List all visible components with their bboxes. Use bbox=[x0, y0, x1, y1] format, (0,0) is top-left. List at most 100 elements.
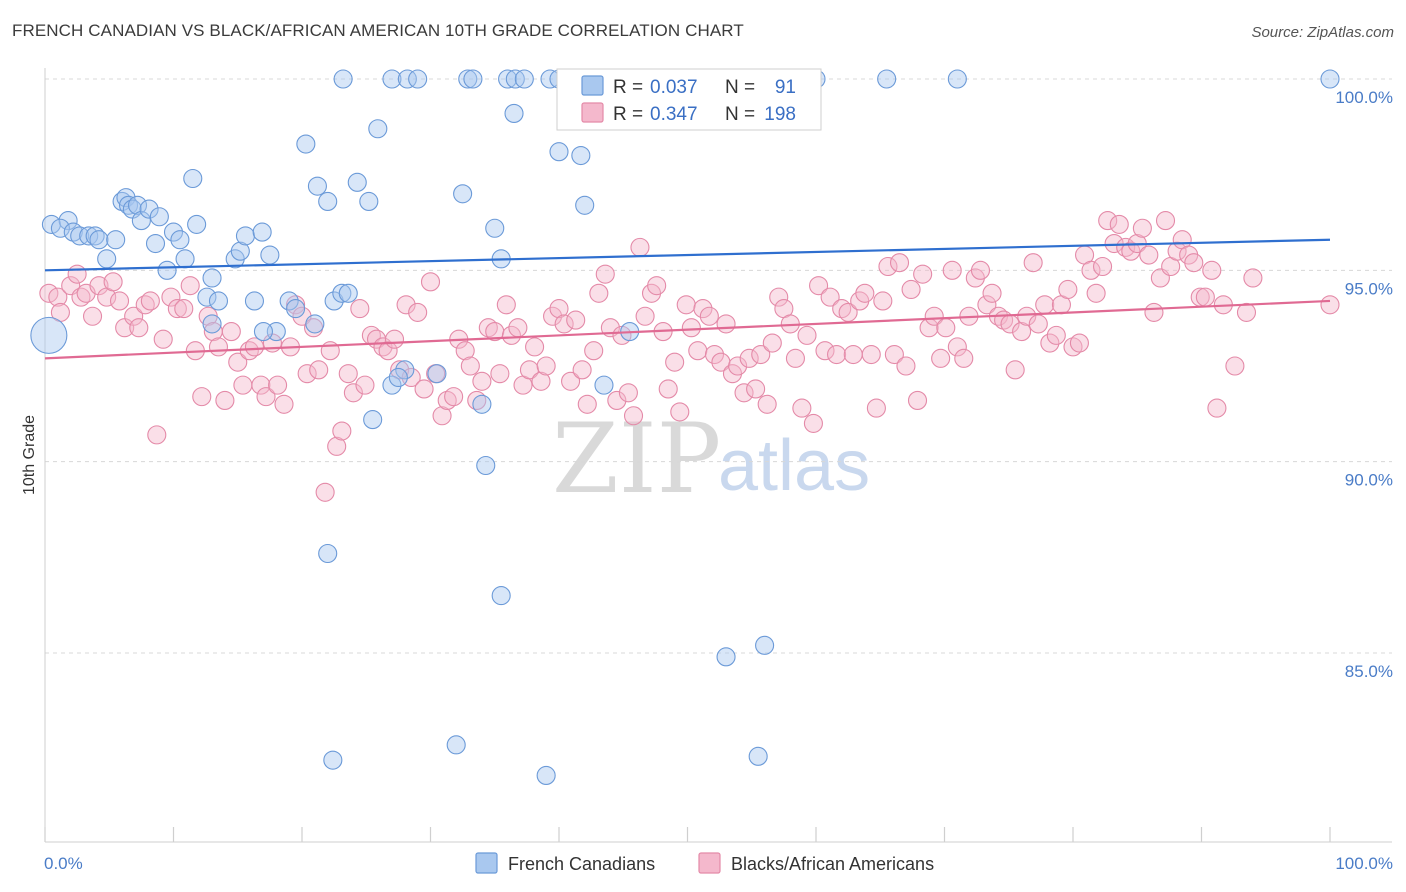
point-blacks-african-americans bbox=[408, 302, 428, 322]
legend-r-label-1: R = bbox=[613, 77, 643, 98]
point-french-canadians bbox=[498, 69, 518, 89]
point-blacks-african-americans bbox=[549, 299, 569, 319]
point-blacks-african-americans bbox=[884, 344, 904, 365]
point-french-canadians bbox=[79, 226, 99, 246]
point-blacks-african-americans bbox=[647, 276, 667, 296]
point-blacks-african-americans bbox=[350, 299, 370, 319]
point-french-canadians bbox=[286, 299, 306, 319]
point-blacks-african-americans bbox=[866, 398, 886, 418]
point-french-canadians bbox=[305, 314, 325, 334]
point-blacks-african-americans bbox=[244, 337, 265, 357]
point-blacks-african-americans bbox=[792, 398, 812, 418]
point-blacks-african-americans bbox=[630, 237, 650, 257]
point-french-canadians bbox=[382, 69, 402, 89]
point-blacks-african-americans bbox=[762, 333, 782, 353]
point-blacks-african-americans bbox=[1023, 253, 1043, 273]
legend-r-value-1: 0.037 bbox=[650, 77, 698, 98]
point-french-canadians bbox=[397, 69, 417, 89]
point-blacks-african-americans bbox=[460, 356, 480, 376]
point-blacks-african-americans bbox=[174, 299, 194, 319]
point-french-canadians bbox=[230, 241, 250, 261]
point-french-canadians bbox=[50, 218, 70, 238]
point-blacks-african-americans bbox=[734, 383, 754, 403]
point-blacks-african-americans bbox=[297, 364, 317, 384]
point-blacks-african-americans bbox=[1086, 283, 1106, 303]
point-blacks-african-americans bbox=[67, 264, 87, 284]
point-blacks-african-americans bbox=[1104, 233, 1124, 254]
point-blacks-african-americans bbox=[757, 394, 777, 414]
point-blacks-african-americans bbox=[982, 283, 1002, 303]
legend-r-value-2: 0.347 bbox=[650, 104, 698, 125]
point-blacks-african-americans bbox=[1005, 360, 1025, 380]
chart-title: FRENCH CANADIAN VS BLACK/AFRICAN AMERICA… bbox=[12, 21, 744, 40]
point-blacks-african-americans bbox=[1144, 302, 1164, 322]
point-french-canadians bbox=[491, 586, 511, 606]
watermark-zip: ZIP bbox=[552, 403, 721, 515]
point-french-canadians bbox=[323, 750, 343, 770]
point-french-canadians bbox=[514, 69, 534, 89]
point-blacks-african-americans bbox=[525, 337, 545, 357]
point-blacks-african-americans bbox=[577, 394, 597, 414]
point-blacks-african-americans bbox=[343, 383, 363, 403]
legend-swatch-pink bbox=[581, 102, 604, 123]
point-blacks-african-americans bbox=[48, 287, 68, 307]
point-blacks-african-americans bbox=[180, 276, 200, 296]
series-blacks-african-americans bbox=[39, 211, 1340, 502]
point-blacks-african-americans bbox=[907, 390, 928, 410]
point-french-canadians bbox=[332, 283, 352, 303]
point-blacks-african-americans bbox=[809, 276, 829, 296]
point-french-canadians bbox=[368, 119, 388, 139]
point-french-canadians bbox=[408, 69, 428, 89]
point-blacks-african-americans bbox=[1116, 237, 1136, 257]
point-blacks-african-americans bbox=[670, 402, 690, 422]
point-french-canadians bbox=[163, 222, 184, 242]
point-french-canadians bbox=[453, 184, 473, 204]
point-french-canadians bbox=[485, 218, 505, 238]
point-blacks-african-americans bbox=[153, 329, 173, 349]
point-blacks-african-americans bbox=[215, 390, 235, 410]
point-blacks-african-americans bbox=[140, 291, 160, 311]
point-blacks-african-americans bbox=[1236, 302, 1257, 322]
point-blacks-african-americans bbox=[954, 348, 974, 368]
point-french-canadians bbox=[395, 360, 415, 380]
legend-swatch-blue bbox=[581, 75, 604, 96]
point-blacks-african-americans bbox=[566, 310, 586, 330]
point-blacks-african-americans bbox=[1017, 306, 1037, 326]
point-french-canadians bbox=[202, 268, 222, 288]
point-french-canadians bbox=[170, 230, 190, 250]
point-french-canadians bbox=[202, 314, 222, 334]
legend-n-value-2: 198 bbox=[764, 104, 796, 125]
point-french-canadians bbox=[145, 233, 166, 254]
point-blacks-african-americans bbox=[455, 341, 475, 361]
point-blacks-african-americans bbox=[268, 375, 288, 395]
point-blacks-african-americans bbox=[124, 306, 144, 326]
point-blacks-african-americans bbox=[496, 295, 516, 315]
point-french-canadians bbox=[575, 195, 595, 215]
point-blacks-african-americans bbox=[1098, 211, 1118, 231]
point-blacks-african-americans bbox=[501, 325, 522, 345]
point-blacks-african-americans bbox=[1058, 279, 1078, 300]
point-blacks-african-americans bbox=[716, 314, 736, 334]
point-blacks-african-americans bbox=[161, 287, 181, 307]
point-blacks-african-americans bbox=[913, 264, 933, 284]
point-blacks-african-americans bbox=[414, 379, 434, 399]
point-blacks-african-americans bbox=[623, 406, 644, 426]
point-blacks-african-americans bbox=[820, 287, 840, 307]
point-french-canadians bbox=[279, 291, 299, 311]
point-french-canadians bbox=[463, 69, 483, 89]
point-blacks-african-americans bbox=[531, 371, 551, 391]
point-blacks-african-americans bbox=[595, 264, 615, 284]
point-blacks-african-americans bbox=[147, 425, 167, 445]
point-french-canadians bbox=[363, 410, 383, 430]
y-axis-tick-labels: 85.0% 90.0% 95.0% 100.0% bbox=[1335, 88, 1393, 681]
point-french-canadians bbox=[571, 145, 591, 166]
point-french-canadians bbox=[89, 230, 109, 250]
bottom-legend-swatch-pink bbox=[698, 852, 721, 874]
point-french-canadians bbox=[476, 455, 496, 476]
legend-r-label-2: R = bbox=[613, 104, 643, 125]
x-tick-label-max: 100.0% bbox=[1335, 854, 1393, 873]
point-blacks-african-americans bbox=[769, 287, 789, 307]
point-blacks-african-americans bbox=[901, 279, 921, 300]
legend-n-label-2: N = bbox=[725, 104, 755, 125]
point-french-canadians bbox=[197, 287, 217, 307]
